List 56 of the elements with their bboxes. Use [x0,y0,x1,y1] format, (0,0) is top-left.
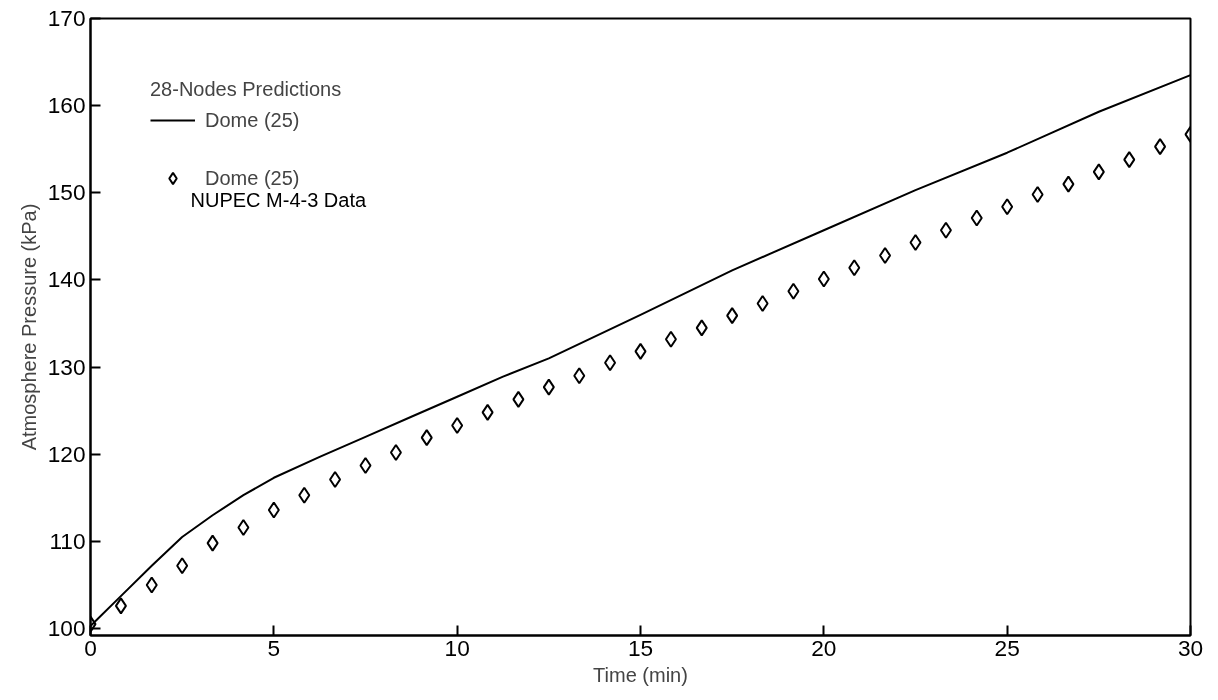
x-tick-label: 25 [994,634,1020,661]
point [1062,175,1075,193]
point [145,576,158,594]
point [114,597,127,615]
point [909,233,922,251]
x-tick-label: 15 [627,634,654,661]
point [176,557,189,575]
point [237,518,250,536]
point [481,403,494,421]
y-tick-label: 140 [47,266,86,293]
x-tick-label: 0 [84,634,97,661]
point [817,270,830,288]
y-tick-label: 100 [47,615,86,642]
legend-label: Dome (25) [205,108,300,132]
point [879,247,892,265]
point [542,378,555,396]
legend-label: Dome (25) [205,166,300,190]
y-tick-label: 150 [47,179,86,206]
point [604,354,617,372]
point [1092,163,1105,181]
x-tick-label: 5 [267,634,281,661]
point [573,367,586,385]
point [1031,186,1044,204]
point [267,501,280,519]
point [756,294,769,312]
point [939,221,952,239]
point [848,259,861,277]
point [695,319,708,337]
point [206,534,219,552]
point [1154,138,1167,156]
x-tick-label: 20 [811,634,837,661]
y-tick-label: 170 [47,5,86,31]
point [1001,198,1014,216]
y-tick-label: 160 [47,92,86,119]
point [298,486,311,504]
point [329,471,342,489]
y-tick-label: 130 [47,353,86,380]
y-axis-title: Atmosphere Pressure (kPa) [17,203,40,451]
point [359,457,372,475]
y-tick-label: 120 [47,440,86,467]
point [1123,151,1136,169]
annotation: NUPEC M-4-3 Data [190,188,367,211]
point [970,209,983,227]
y-tick-label: 110 [49,527,86,554]
point [634,342,647,360]
point [664,330,677,348]
point [787,282,800,300]
point [451,416,464,434]
point [389,443,402,461]
point [726,307,739,325]
x-tick-label: 30 [1177,634,1204,661]
legend-title: 28-Nodes Predictions [150,78,342,101]
point [420,429,433,447]
point [512,390,525,408]
x-tick-label: 10 [444,634,470,661]
x-axis-title: Time (min) [593,663,688,686]
